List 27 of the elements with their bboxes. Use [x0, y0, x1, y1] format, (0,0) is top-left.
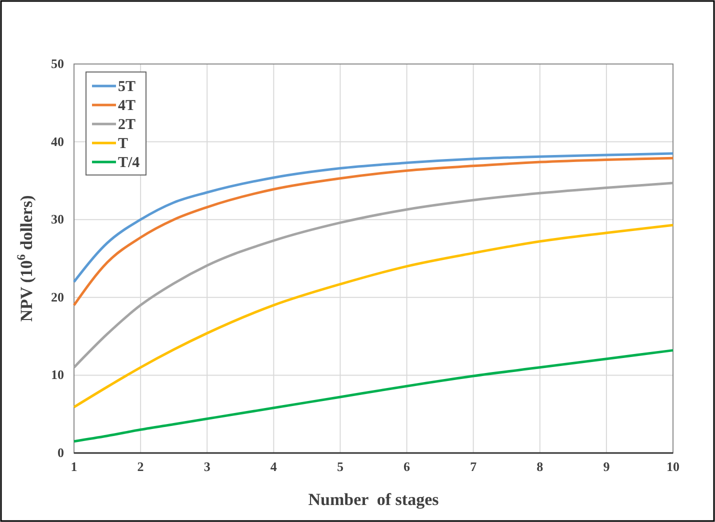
- x-tick-label: 9: [603, 459, 610, 474]
- legend-label: 2T: [118, 117, 136, 133]
- line-series: [72, 156, 674, 306]
- x-tick-label: 1: [70, 459, 78, 474]
- x-tick-label: 3: [204, 459, 211, 474]
- line-series: [72, 182, 674, 369]
- legend-label: T/4: [118, 155, 140, 171]
- y-tick-label: 10: [51, 367, 64, 382]
- y-tick-label: 20: [51, 289, 64, 304]
- y-tick-label: 0: [58, 445, 64, 460]
- x-tick-label: 6: [404, 459, 411, 474]
- line-series: [72, 349, 674, 443]
- x-axis-title: Number of stages: [308, 490, 440, 509]
- line-series: [72, 152, 674, 284]
- x-tick-label: 10: [666, 459, 680, 474]
- x-tick-label: 7: [470, 459, 478, 474]
- y-tick-label: 50: [51, 56, 64, 71]
- x-tick-label: 5: [336, 459, 344, 474]
- legend-label: 5T: [118, 79, 136, 95]
- legend-label: 4T: [118, 98, 136, 114]
- x-tick-label: 8: [536, 459, 544, 474]
- x-tick-label: 2: [137, 459, 144, 474]
- y-tick-label: 30: [51, 212, 64, 227]
- line-series: [72, 224, 674, 408]
- x-tick-label: 4: [270, 459, 278, 474]
- y-tick-label: 40: [51, 134, 64, 149]
- legend-label: T: [118, 136, 128, 152]
